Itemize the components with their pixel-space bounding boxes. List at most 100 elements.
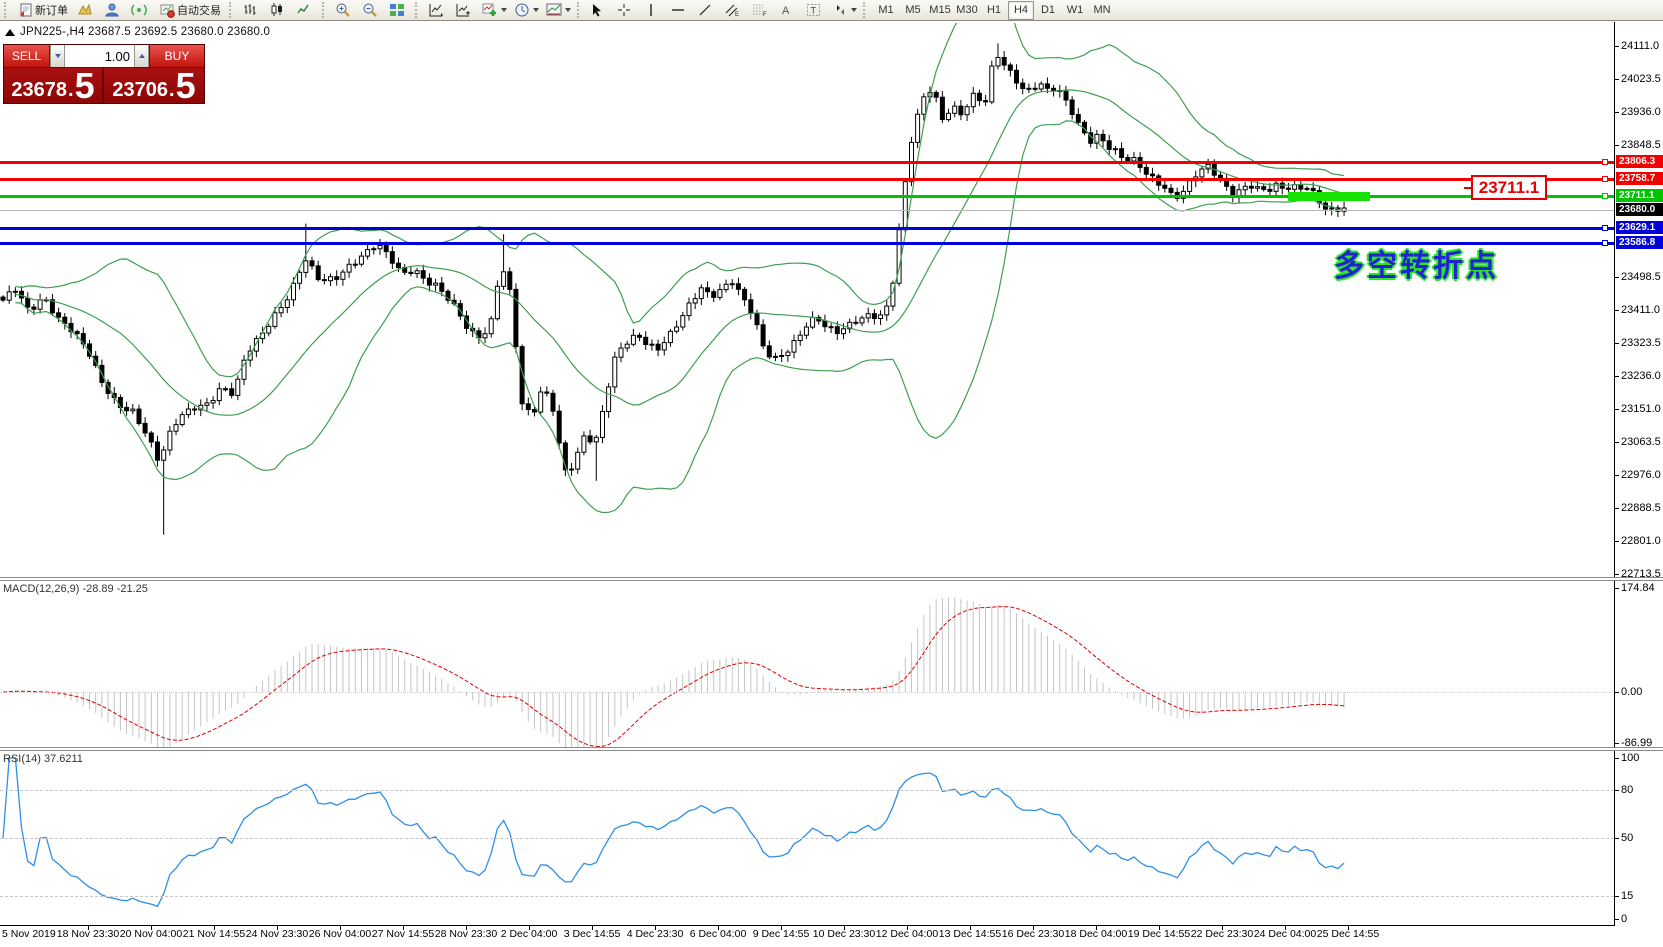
horizontal-line-tool-button[interactable] [668, 0, 694, 20]
candle [1162, 184, 1168, 189]
price-callout[interactable]: 23711.1 [1464, 175, 1547, 200]
trade-panel-toggle-icon[interactable] [5, 28, 15, 36]
add-indicator-button[interactable] [479, 0, 510, 20]
turning-point-annotation[interactable]: 多空转折点 [1334, 250, 1499, 283]
candle [1267, 188, 1273, 192]
candle [1180, 190, 1186, 199]
volume-increase-button[interactable] [134, 45, 149, 67]
zoom-out-button[interactable] [359, 0, 385, 20]
one-click-trade-panel: SELL 1.00 BUY 23678. 5 23706. 5 [3, 44, 205, 104]
template-button[interactable] [543, 0, 574, 20]
horizontal-level-line-23629.1[interactable] [0, 227, 1614, 230]
zoom-in-button[interactable] [332, 0, 358, 20]
axis-label: 23498.5 [1621, 271, 1661, 283]
sell-price[interactable]: 23678. 5 [4, 68, 104, 104]
buy-button[interactable]: BUY [149, 45, 204, 67]
level-anchor-handle[interactable] [1602, 225, 1608, 231]
time-tick [529, 926, 530, 930]
level-anchor-handle[interactable] [1602, 176, 1608, 182]
candle [952, 105, 958, 114]
candle [420, 270, 426, 279]
level-anchor-handle[interactable] [1602, 159, 1608, 165]
trendline-tool-button[interactable] [695, 0, 721, 20]
candle [371, 248, 377, 251]
fibonacci-icon: F [753, 4, 767, 17]
level-anchor-handle[interactable] [1602, 240, 1608, 246]
crosshair-tool-button[interactable] [614, 0, 640, 20]
arrows-tool-button[interactable] [830, 0, 860, 20]
time-tick [781, 926, 782, 930]
horizontal-level-line-23680.0[interactable] [0, 210, 1614, 211]
rsi-pane-separator[interactable] [0, 747, 1663, 751]
horizontal-level-line-23711.1[interactable] [0, 195, 1614, 198]
candle [223, 388, 228, 391]
buy-price[interactable]: 23706. 5 [104, 68, 204, 104]
axis-label: 23151.0 [1621, 403, 1661, 415]
axis-tick [1615, 743, 1619, 744]
candle [105, 381, 111, 394]
text-label-tool-button[interactable]: T [803, 0, 829, 20]
candle [241, 359, 247, 380]
axis-label: 23936.0 [1621, 106, 1661, 118]
cursor-tool-button[interactable] [587, 0, 613, 20]
time-tick [1285, 926, 1286, 930]
price-tag: 23758.7 [1616, 172, 1663, 185]
timeframe-button-d1[interactable]: D1 [1040, 4, 1056, 16]
candlestick-chart-button[interactable] [266, 0, 292, 20]
dropdown-arrow-icon [501, 8, 507, 12]
level-highlight-bar[interactable] [1288, 192, 1370, 201]
line-chart-button[interactable] [293, 0, 319, 20]
candle [686, 302, 692, 317]
new-order-button[interactable]: 新订单 [14, 0, 73, 20]
level-anchor-handle[interactable] [1602, 193, 1608, 199]
candle [408, 271, 414, 274]
bar-chart-button[interactable] [239, 0, 265, 20]
timeframe-button-mn[interactable]: MN [1093, 4, 1111, 16]
axis-tick [1615, 574, 1619, 575]
band-line [15, 120, 1345, 514]
data-window-button[interactable] [101, 0, 127, 20]
volume-decrease-button[interactable] [50, 45, 65, 67]
indicator-window-button[interactable] [452, 0, 478, 20]
candle [1044, 83, 1050, 89]
time-label: 5 Nov 2019 [2, 928, 56, 940]
equidistant-channel-tool-button[interactable]: E [722, 0, 748, 20]
horizontal-level-line-23758.7[interactable] [0, 178, 1614, 181]
time-label: 27 Nov 14:55 [371, 928, 435, 940]
sell-button[interactable]: SELL [4, 45, 50, 67]
candle [0, 296, 6, 301]
timeframe-button-w1[interactable]: W1 [1066, 4, 1084, 16]
candle [173, 424, 179, 432]
period-button[interactable] [511, 0, 542, 20]
candle [562, 442, 568, 471]
candle [939, 96, 945, 120]
timeframe-button-m5[interactable]: M5 [905, 4, 921, 16]
market-watch-button[interactable] [74, 0, 100, 20]
candle [593, 436, 599, 443]
candle [822, 320, 828, 328]
timeframe-button-h1[interactable]: H1 [986, 4, 1002, 16]
horizontal-level-line-23806.3[interactable] [0, 161, 1614, 164]
auto-trading-button[interactable]: 自动交易 [155, 0, 226, 20]
time-tick [1033, 926, 1034, 930]
text-tool-button[interactable]: A [776, 0, 802, 20]
time-label: 26 Nov 04:00 [308, 928, 372, 940]
axis-tick [1615, 343, 1619, 344]
timeframe-button-m1[interactable]: M1 [878, 4, 894, 16]
fibonacci-tool-button[interactable]: F [749, 0, 775, 20]
new-chart-window-button[interactable] [425, 0, 451, 20]
macd-pane-separator[interactable] [0, 577, 1663, 581]
rsi-level-line [0, 838, 1614, 839]
signals-button[interactable] [128, 0, 154, 20]
timeframe-button-m30[interactable]: M30 [956, 4, 978, 16]
horizontal-level-line-23586.8[interactable] [0, 242, 1614, 245]
candle [884, 305, 890, 316]
vertical-line-tool-button[interactable] [641, 0, 667, 20]
timeframe-button-m15[interactable]: M15 [929, 4, 951, 16]
candle [488, 318, 494, 335]
timeframe-button-h4[interactable]: H4 [1008, 0, 1034, 20]
candle [1001, 57, 1007, 66]
volume-input[interactable]: 1.00 [65, 45, 134, 67]
tile-windows-button[interactable] [386, 0, 412, 20]
